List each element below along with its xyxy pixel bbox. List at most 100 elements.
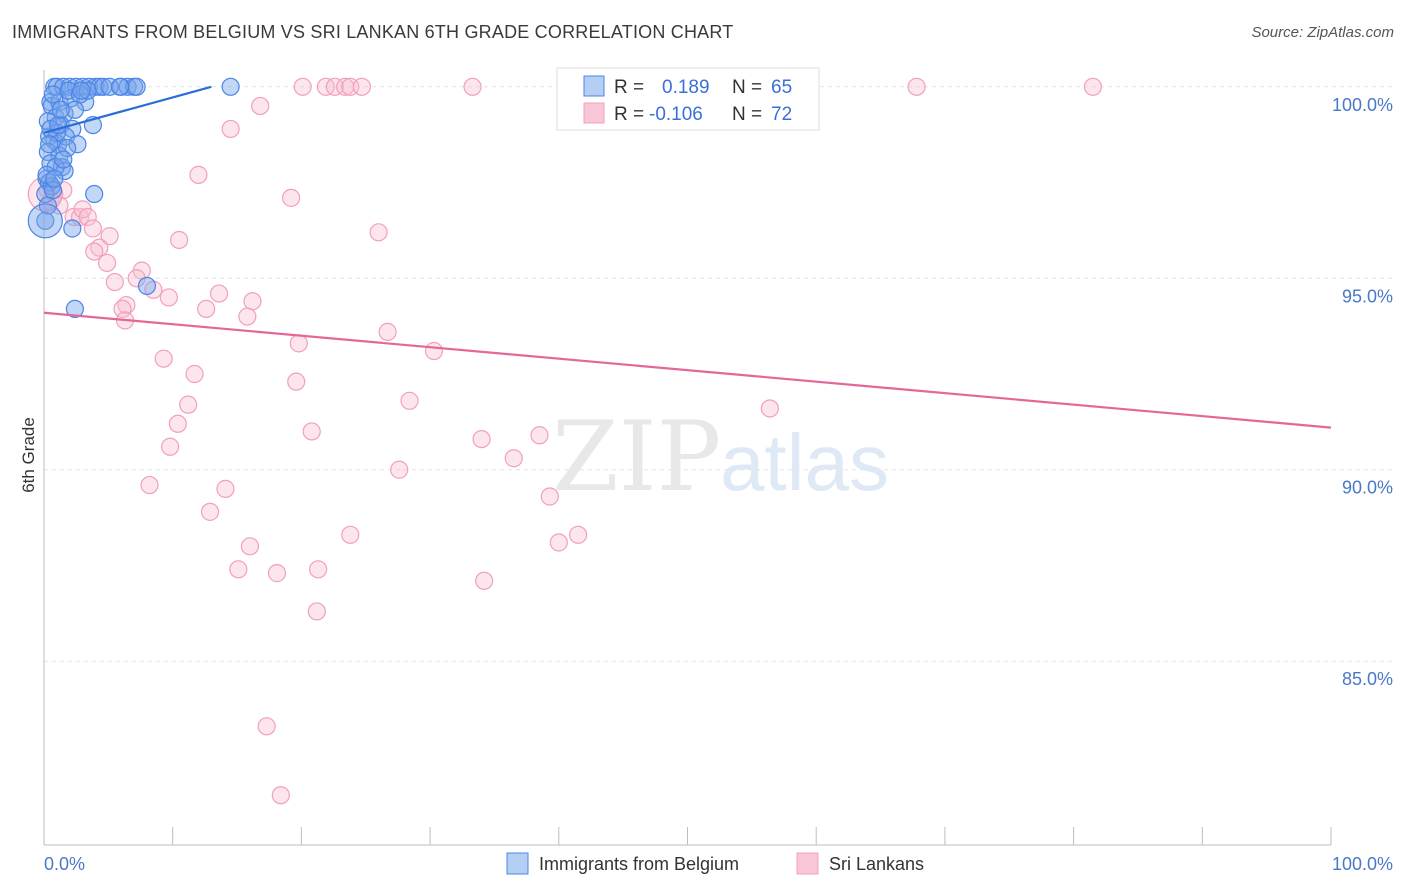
- point-srilanka: [257, 717, 276, 736]
- point-srilanka: [179, 395, 198, 414]
- point-srilanka: [504, 449, 523, 468]
- point-srilanka: [463, 77, 482, 96]
- point-srilanka: [1083, 77, 1103, 96]
- point-belgium: [43, 85, 63, 104]
- x-ticks: [43, 827, 1332, 845]
- point-srilanka: [140, 475, 159, 495]
- point-srilanka: [287, 372, 306, 391]
- legend-n-label-belgium: N =: [732, 77, 762, 98]
- bottom-legend-label-belgium: Immigrants from Belgium: [539, 854, 739, 874]
- point-srilanka: [400, 391, 419, 410]
- legend-r-label-belgium: R =: [614, 77, 644, 98]
- x-tick-label-max: 100.0%: [1332, 854, 1393, 874]
- point-srilanka: [238, 307, 257, 326]
- trend-line-belgium: [43, 85, 212, 134]
- point-srilanka: [78, 207, 97, 227]
- point-srilanka: [267, 564, 287, 583]
- legend-r-value-srilanka: -0.106: [649, 104, 703, 125]
- point-srilanka: [378, 322, 397, 341]
- point-srilanka: [85, 242, 104, 261]
- point-srilanka: [229, 560, 248, 579]
- bottom-legend-swatch-belgium: [506, 852, 529, 875]
- point-belgium: [36, 211, 55, 230]
- point-belgium: [221, 77, 240, 96]
- chart-source: Source: ZipAtlas.com: [1251, 24, 1394, 41]
- y-tick-label: 95.0%: [1342, 286, 1393, 306]
- point-srilanka: [390, 460, 409, 479]
- point-srilanka: [369, 223, 388, 242]
- point-srilanka: [243, 292, 262, 311]
- trend-lines: [43, 85, 1332, 429]
- point-srilanka: [907, 77, 926, 96]
- point-srilanka: [189, 165, 208, 184]
- point-belgium: [65, 299, 84, 319]
- y-tick-label: 100.0%: [1332, 95, 1393, 115]
- point-belgium: [137, 276, 157, 296]
- point-belgium: [63, 219, 82, 238]
- point-srilanka: [352, 77, 371, 96]
- point-srilanka: [161, 437, 180, 456]
- point-srilanka: [475, 571, 494, 590]
- stats-legend: R = 0.189 N = 65 R = -0.106 N = 72: [556, 67, 820, 131]
- point-srilanka: [100, 227, 119, 246]
- point-srilanka: [168, 414, 187, 433]
- watermark-atlas: atlas: [720, 418, 889, 507]
- legend-n-value-belgium: 65: [771, 77, 792, 98]
- point-srilanka: [105, 272, 124, 292]
- point-srilanka: [216, 479, 235, 498]
- chart-title: IMMIGRANTS FROM BELGIUM VS SRI LANKAN 6T…: [12, 22, 734, 42]
- point-srilanka: [289, 334, 308, 353]
- point-belgium: [38, 142, 57, 162]
- point-belgium: [110, 77, 130, 96]
- legend-n-value-srilanka: 72: [771, 104, 792, 125]
- point-belgium: [54, 150, 73, 169]
- point-srilanka: [221, 119, 240, 139]
- point-srilanka: [271, 786, 290, 805]
- point-srilanka: [251, 96, 270, 116]
- point-belgium: [85, 184, 104, 204]
- point-srilanka: [341, 525, 360, 544]
- point-belgium: [58, 138, 77, 158]
- point-belgium: [43, 181, 63, 200]
- watermark-zip: ZIP: [552, 401, 721, 513]
- point-belgium: [90, 77, 109, 96]
- point-belgium: [100, 77, 119, 96]
- point-srilanka: [154, 349, 173, 368]
- point-srilanka: [472, 429, 491, 449]
- point-srilanka: [309, 560, 328, 579]
- legend-swatch-srilanka: [583, 102, 605, 124]
- point-belgium: [55, 161, 74, 181]
- point-belgium: [40, 135, 59, 154]
- legend-r-value-belgium: 0.189: [662, 77, 710, 98]
- point-belgium: [59, 81, 78, 100]
- point-srilanka: [200, 502, 220, 521]
- watermark: ZIP atlas: [552, 401, 889, 513]
- point-srilanka: [760, 399, 779, 418]
- y-tick-label: 90.0%: [1342, 478, 1393, 498]
- point-belgium: [68, 135, 87, 154]
- legend-r-label-srilanka: R =: [614, 104, 644, 125]
- point-srilanka: [549, 533, 568, 552]
- point-srilanka: [97, 253, 117, 273]
- legend-n-label-srilanka: N =: [732, 104, 762, 125]
- point-srilanka: [530, 426, 549, 445]
- y-tick-label: 85.0%: [1342, 669, 1393, 689]
- x-tick-label-min: 0.0%: [44, 854, 85, 874]
- point-srilanka: [170, 230, 189, 250]
- point-srilanka: [325, 77, 344, 96]
- point-srilanka: [293, 77, 312, 96]
- trend-line-srilanka: [43, 311, 1332, 429]
- point-srilanka: [540, 487, 559, 506]
- point-srilanka: [209, 284, 229, 303]
- bottom-legend: Immigrants from Belgium Sri Lankans: [506, 852, 924, 875]
- point-srilanka: [307, 602, 326, 621]
- point-srilanka: [83, 219, 103, 238]
- point-belgium-large: [27, 203, 63, 239]
- bottom-legend-swatch-srilanka: [796, 852, 819, 875]
- bottom-legend-label-srilanka: Sri Lankans: [829, 854, 924, 874]
- point-belgium: [127, 77, 146, 96]
- point-srilanka: [302, 422, 321, 441]
- point-srilanka: [240, 537, 260, 556]
- point-srilanka: [282, 188, 301, 207]
